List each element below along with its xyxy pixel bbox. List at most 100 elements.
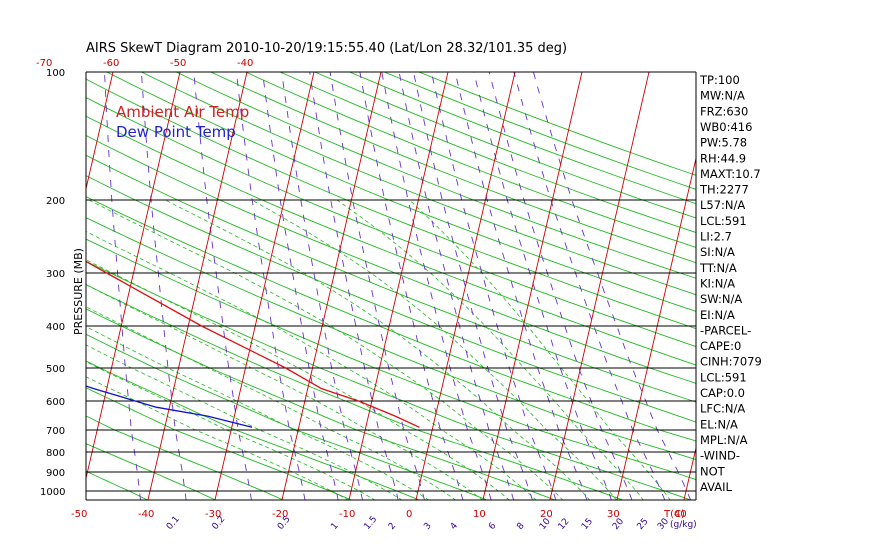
isotherm-line: [415, 72, 516, 500]
mixing-ratio-line: [262, 72, 339, 500]
legend-dewpoint: Dew Point Temp: [116, 123, 236, 141]
pressure-tick: 900: [46, 468, 65, 479]
dry-adiabat-line: [86, 154, 696, 403]
isobar-lines: [86, 71, 696, 492]
bottom-temp-tick: 30: [607, 509, 620, 520]
mixing-ratio-line: [454, 72, 588, 500]
top-temp-tick: -40: [237, 58, 253, 69]
bottom-temp-tick: -40: [138, 509, 154, 520]
stat-item: SI:N/A: [700, 245, 735, 259]
isotherm-line: [147, 72, 248, 500]
isotherm-line: [86, 72, 181, 481]
stat-item: CAP:0.0: [700, 386, 745, 400]
stat-item: MAXT:10.7: [700, 167, 761, 181]
stat-item: SW:N/A: [700, 292, 742, 306]
dry-adiabat-line: [86, 195, 696, 442]
bottom-temp-tick: -20: [272, 509, 288, 520]
y-axis-label: PRESSURE (MB): [72, 248, 85, 335]
temperature-profile: [86, 260, 420, 428]
dry-adiabat-line: [175, 72, 696, 279]
dry-adiabat-line: [86, 175, 696, 423]
bottom-temp-tick: 40: [674, 509, 687, 520]
moist-adiabat-line: [336, 199, 644, 500]
top-temp-tick: -70: [36, 58, 52, 69]
pressure-tick: 100: [46, 68, 65, 79]
top-temp-tick: -60: [103, 58, 119, 69]
dry-adiabat-line: [210, 72, 696, 264]
mixing-ratio-label: 1: [329, 521, 340, 532]
isotherm-line: [214, 72, 315, 500]
moist-adiabat-line: [86, 326, 430, 500]
pressure-tick: 800: [46, 448, 65, 459]
dry-adiabat-line: [86, 308, 557, 500]
bottom-temp-tick: -50: [71, 509, 87, 520]
dry-adiabat-line: [141, 72, 696, 296]
bottom-temp-tick: 10: [473, 509, 486, 520]
moist-adiabat-line: [86, 361, 376, 500]
stat-item: LCL:591: [700, 214, 747, 228]
stat-item: TT:N/A: [699, 261, 737, 275]
stat-item: CINH:7079: [700, 355, 762, 369]
chart-title: AIRS SkewT Diagram 2010-10-20/19:15:55.4…: [86, 41, 567, 56]
stat-item: LI:2.7: [700, 230, 732, 244]
moist-adiabat-line: [86, 259, 510, 500]
isotherm-line: [616, 156, 696, 500]
dry-adiabat-line: [86, 333, 489, 500]
dry-adiabat-line: [106, 72, 696, 312]
stat-item: FRZ:630: [700, 104, 748, 118]
bottom-temp-tick: 20: [540, 509, 553, 520]
stat-item: WB0:416: [700, 120, 752, 134]
mixing-ratio-label: 2: [387, 521, 398, 532]
dry-adiabat-line: [86, 284, 624, 500]
moist-adiabat-line: [86, 344, 403, 500]
stat-item: PW:5.78: [700, 136, 747, 150]
mixing-ratio-line: [309, 72, 399, 500]
bottom-temp-tick: 0: [406, 509, 412, 520]
moist-adiabat-line: [251, 199, 618, 500]
mixing-ratio-label: 8: [515, 521, 527, 532]
stat-item: LFC:N/A: [700, 402, 745, 416]
stat-item: -WIND-: [700, 449, 740, 463]
mixing-ratio-line: [532, 72, 692, 500]
pressure-tick: 1000: [40, 487, 65, 498]
stat-item: CAPE:0: [700, 339, 741, 353]
moist-adiabat-line: [86, 284, 483, 500]
stat-item: NOT: [700, 464, 726, 478]
mixing-ratio-line: [140, 72, 187, 500]
mixing-unit: (g/kg): [670, 520, 697, 530]
stat-item: TP:100: [699, 73, 740, 87]
stat-item: -PARCEL-: [700, 323, 751, 337]
pressure-tick: 400: [46, 322, 65, 333]
stat-item: EI:N/A: [700, 308, 735, 322]
isotherm-line: [482, 72, 583, 500]
dry-adiabat-line: [245, 72, 696, 248]
dry-adiabat-line: [86, 217, 696, 461]
mixing-ratio-line: [104, 72, 141, 500]
moist-adiabat-line: [409, 199, 671, 500]
moist-adiabat-line: [88, 199, 564, 500]
dry-adiabat-line: [86, 260, 692, 500]
mixing-ratio-label: 3: [422, 521, 433, 532]
dry-adiabat-line: [86, 443, 217, 500]
stat-item: MPL:N/A: [700, 433, 748, 447]
stat-item: RH:44.9: [700, 151, 746, 165]
bottom-unit: T(C): [663, 509, 685, 520]
mixing-ratio-line: [430, 72, 557, 500]
mixing-ratio-line: [235, 72, 306, 500]
stat-item: AVAIL: [700, 480, 733, 494]
stat-item: KI:N/A: [700, 277, 735, 291]
mixing-ratio-label: 4: [449, 521, 461, 532]
mixing-ratio-line: [398, 72, 515, 500]
stat-item: LCL:591: [700, 370, 747, 384]
stat-item: MW:N/A: [700, 89, 745, 103]
stat-item: EL:N/A: [700, 417, 738, 431]
mixing-ratio-label: 6: [487, 521, 499, 532]
mixing-ratio-line: [359, 72, 464, 500]
pressure-tick: 300: [46, 269, 65, 280]
mixing-ratio-line: [488, 72, 633, 500]
isotherm-line: [281, 72, 382, 500]
stat-item: L57:N/A: [700, 198, 745, 212]
dry-adiabat-line: [86, 387, 353, 500]
